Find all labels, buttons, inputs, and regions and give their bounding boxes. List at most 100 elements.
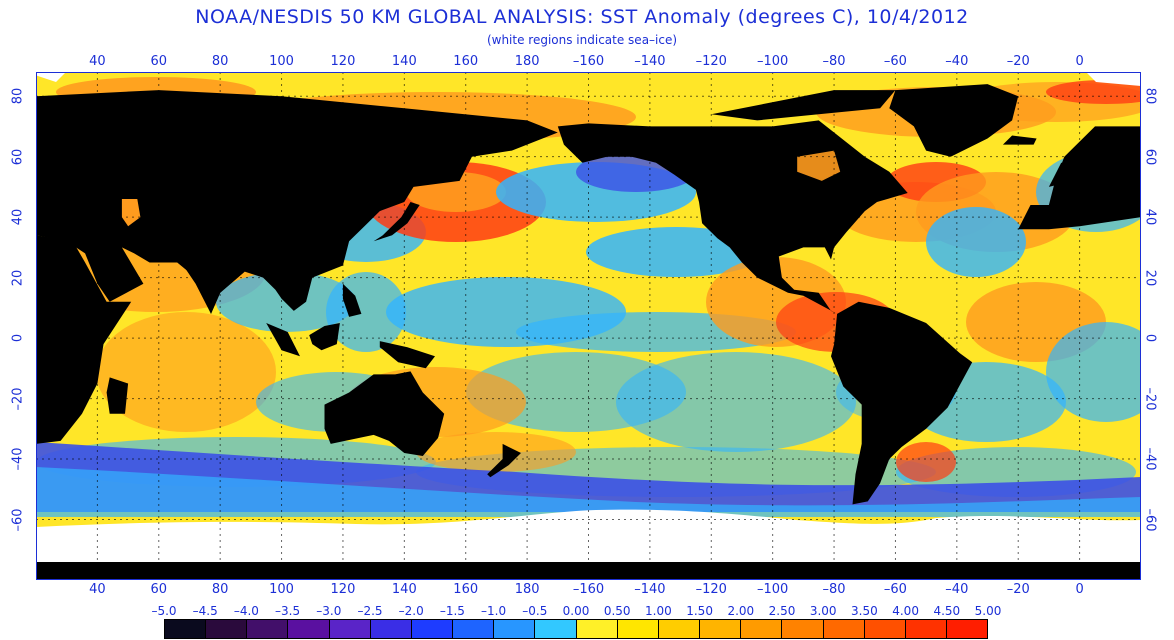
arctic-sea-ice — [1086, 72, 1141, 86]
sst-anomaly-map — [36, 72, 1141, 580]
colorbar-swatch — [453, 620, 495, 638]
colorbar-swatch — [165, 620, 207, 638]
longitude-label: 140 — [391, 54, 417, 69]
longitude-label: 100 — [269, 582, 294, 597]
latitude-label: 80 — [10, 87, 26, 105]
map-subtitle: (white regions indicate sea–ice) — [486, 33, 678, 47]
colorbar-label: –3.0 — [316, 604, 342, 618]
colorbar-swatch — [535, 620, 577, 638]
anomaly-patch — [96, 312, 276, 432]
latitude-axis-right: 80 60 40 20 0 –20 –40 –60 — [1143, 0, 1166, 640]
south-america-landmass — [831, 301, 973, 505]
latitude-label: 0 — [1142, 333, 1158, 343]
latitude-label: 40 — [1142, 208, 1158, 226]
colorbar-swatch — [700, 620, 742, 638]
colorbar-label: –4.5 — [192, 604, 218, 618]
indochina-sumatra — [266, 323, 300, 357]
latitude-label: 20 — [10, 269, 26, 286]
colorbar-label: –4.0 — [233, 604, 259, 618]
longitude-label: 80 — [211, 582, 229, 597]
land-masses — [36, 84, 1141, 505]
longitude-label: –160 — [572, 54, 605, 69]
longitude-label: 40 — [89, 54, 106, 69]
new-zealand-islands — [487, 443, 521, 478]
longitude-label: –120 — [695, 582, 727, 597]
arctic-canada-islands — [711, 90, 896, 121]
longitude-label: –140 — [634, 54, 666, 69]
longitude-label: 0 — [1075, 54, 1084, 69]
colorbar-label: –1.0 — [481, 604, 507, 618]
philippines-islands — [342, 283, 362, 317]
map-title: NOAA/NESDIS 50 KM GLOBAL ANALYSIS: SST A… — [195, 6, 969, 28]
colorbar-swatch — [905, 620, 947, 638]
eurasia-landmass — [36, 90, 558, 314]
colorbar-swatch — [741, 620, 783, 638]
arctic-sea-ice — [36, 72, 66, 82]
colorbar-label: –0.5 — [522, 604, 548, 618]
longitude-label: –120 — [695, 54, 727, 69]
colorbar-scale-labels: –5.0 –4.5 –4.0 –3.5 –3.0 –2.5 –2.0 –1.5 –1.0 –0.5… — [0, 604, 1174, 618]
borneo-island — [309, 323, 340, 351]
greenland-landmass — [889, 84, 1019, 157]
longitude-label: 160 — [453, 54, 479, 69]
longitude-axis-top: 40 60 80 100 120 140 160 180 –160 –140 –120 –100 –80… — [0, 54, 1174, 70]
longitude-label: –20 — [1006, 582, 1030, 597]
australia-landmass — [324, 371, 445, 456]
longitude-label: 120 — [330, 582, 356, 597]
colorbar-label: 1.00 — [645, 604, 672, 618]
colorbar-label: 4.00 — [892, 604, 919, 618]
colorbar-swatch — [370, 620, 412, 638]
longitude-axis-bottom: 40 60 80 100 120 140 160 180 –160 –140 –120 –100 –80… — [0, 582, 1174, 598]
caspian-sea — [121, 199, 141, 227]
colorbar-swatch — [247, 620, 289, 638]
anomaly-patch — [896, 442, 956, 482]
colorbar-swatch — [576, 620, 618, 638]
colorbar-label: 5.00 — [974, 604, 1002, 618]
latitude-label: –60 — [10, 507, 26, 532]
colorbar-swatch — [617, 620, 659, 638]
madagascar-island — [106, 377, 129, 414]
africa-landmass — [36, 235, 132, 444]
latitude-label: 20 — [1142, 269, 1158, 286]
longitude-label: 0 — [1075, 582, 1084, 597]
anomaly-patch — [1046, 322, 1141, 422]
colorbar-swatch — [946, 620, 988, 638]
longitude-label: 80 — [211, 54, 229, 69]
southern-ocean-cool-band — [36, 467, 1141, 517]
longitude-label: 180 — [514, 54, 540, 69]
japan-islands — [373, 202, 420, 242]
colorbar-swatch — [288, 620, 330, 638]
longitude-label: 60 — [150, 582, 168, 597]
colorbar-swatch — [782, 620, 824, 638]
colorbar-label: –2.0 — [398, 604, 424, 618]
latitude-axis-left: 80 60 40 20 0 –20 –40 –60 — [11, 0, 34, 640]
colorbar-swatch — [411, 620, 454, 638]
colorbar-swatch — [206, 620, 248, 638]
anomaly-patch — [926, 207, 1026, 277]
anomaly-patch — [416, 432, 576, 472]
longitude-label: 120 — [330, 54, 356, 69]
colorbar-label: 0.50 — [603, 604, 631, 618]
longitude-label: 60 — [150, 54, 168, 69]
iceland-island — [1002, 135, 1037, 145]
longitude-label: 140 — [391, 582, 417, 597]
latitude-label: –60 — [1142, 507, 1158, 532]
map-frame — [36, 72, 1141, 580]
anomaly-patch — [1046, 80, 1141, 104]
longitude-label: –20 — [1006, 54, 1030, 69]
latitude-label: –20 — [10, 387, 26, 411]
longitude-label: –60 — [883, 582, 907, 597]
latitude-label: 60 — [10, 148, 26, 165]
longitude-label: –80 — [822, 582, 846, 597]
uk-islands — [1048, 162, 1074, 187]
colorbar-swatch — [864, 620, 906, 638]
colorbar-label: 2.50 — [768, 604, 796, 618]
longitude-label: –160 — [572, 582, 605, 597]
longitude-label: –80 — [822, 54, 846, 69]
lat-lon-grid — [36, 72, 1141, 580]
latitude-label: 40 — [10, 208, 26, 226]
europe-landmass — [1018, 126, 1141, 230]
latitude-label: 0 — [10, 333, 26, 343]
new-guinea-island — [379, 341, 435, 369]
colorbar — [164, 619, 988, 639]
